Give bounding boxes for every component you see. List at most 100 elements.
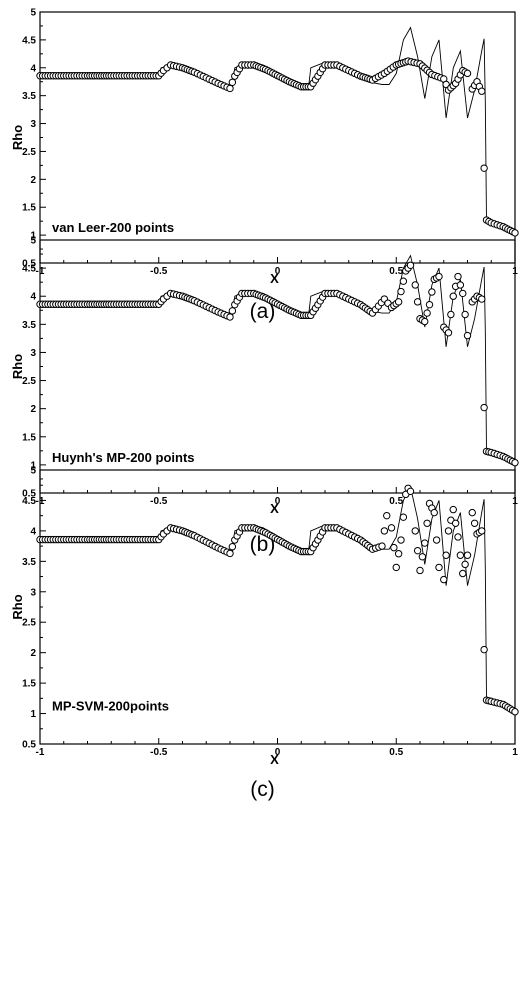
chart-caption-c: (c) [250, 778, 275, 801]
data-point-marker [478, 295, 486, 303]
data-point-marker [447, 310, 455, 319]
data-point-marker [442, 551, 450, 559]
y-tick-label: 1.5 [22, 432, 36, 443]
chart-panel-b: 0.5 1 1.5 2 2.5 3 3.5 4 4.5 5 -1 -0.5 0 0.5 1 X Rho Huynh… [0, 228, 525, 562]
x-tick-label: 0.5 [389, 747, 403, 758]
data-point-marker [511, 229, 519, 237]
y-tick-label: 3.5 [22, 557, 36, 568]
x-tick-label: 0.5 [389, 266, 403, 277]
y-tick-label: 1 [30, 460, 36, 471]
y-tick-label: 2 [30, 648, 36, 659]
data-point-marker [397, 287, 405, 296]
x-axis-label: X [270, 752, 279, 767]
data-point-marker [397, 536, 405, 544]
y-tick-label: 3 [30, 119, 36, 130]
data-point-marker [421, 317, 429, 326]
x-tick-label: -0.5 [150, 747, 168, 758]
y-tick-label: 3.5 [22, 91, 36, 102]
data-point-marker [394, 550, 403, 558]
data-point-marker [226, 313, 234, 321]
y-tick-label: 3 [30, 348, 36, 359]
data-point-marker [378, 542, 386, 550]
data-point-marker [423, 309, 431, 317]
data-point-marker [390, 543, 398, 552]
y-tick-label: 4 [30, 63, 36, 74]
data-point-marker [451, 519, 460, 527]
data-point-marker [461, 560, 469, 569]
y-tick-label: 3 [30, 587, 36, 598]
data-point-marker [478, 87, 486, 95]
data-point-marker [413, 546, 422, 555]
y-axis-label: Rho [10, 594, 25, 619]
x-tick-label: -1 [36, 747, 45, 758]
y-tick-label: 2.5 [22, 147, 36, 158]
exact-solution-line [40, 254, 516, 465]
data-point-marker [435, 563, 443, 572]
y-tick-label: 5 [30, 236, 36, 247]
x-tick-label: 1 [512, 747, 518, 758]
y-tick-label: 5 [30, 8, 36, 19]
data-point-marker [418, 553, 427, 561]
y-tick-label: 2 [30, 175, 36, 186]
data-point-marker [480, 645, 488, 654]
data-point-marker [454, 533, 462, 541]
data-point-marker [459, 569, 467, 578]
data-point-marker [387, 524, 396, 532]
y-tick-label: 4.5 [22, 496, 36, 507]
data-point-marker [511, 458, 519, 467]
data-point-marker [463, 331, 472, 340]
data-point-marker [411, 527, 419, 535]
y-tick-label: 4 [30, 526, 36, 537]
exact-solution-line [40, 485, 516, 713]
data-point-marker [449, 505, 457, 514]
y-tick-label: 0.5 [22, 489, 36, 500]
y-tick-label: 2 [30, 404, 36, 415]
data-point-marker [226, 549, 234, 558]
data-point-marker [461, 310, 469, 319]
y-tick-label: 0.5 [22, 740, 36, 751]
x-tick-label: -0.5 [150, 266, 168, 277]
data-point-marker [228, 307, 237, 315]
x-tick-label: 0.5 [389, 496, 403, 507]
data-point-marker [454, 272, 462, 281]
data-point-marker [459, 289, 467, 298]
x-tick-label: 0 [275, 496, 281, 507]
data-point-marker [432, 536, 441, 544]
data-point-marker [380, 527, 389, 535]
data-point-marker [444, 329, 453, 337]
y-tick-label: 2.5 [22, 618, 36, 629]
y-axis-label: Rho [10, 354, 25, 379]
data-point-marker [449, 292, 457, 300]
y-tick-label: 1.5 [22, 679, 36, 690]
data-point-marker [480, 164, 488, 172]
chart-panel-c: 0.5 1 1.5 2 2.5 3 3.5 4 4.5 5 -1 -0.5 0 0.5 1 X Rho MP-SV… [0, 458, 525, 1003]
y-tick-label: 3.5 [22, 320, 36, 331]
data-point-marker [416, 566, 424, 575]
data-point-marker [480, 403, 488, 412]
y-tick-label: 5 [30, 466, 36, 477]
y-tick-label: 1 [30, 231, 36, 242]
data-point-marker [228, 78, 237, 86]
y-tick-label: 2.5 [22, 376, 36, 387]
data-point-marker [399, 277, 408, 285]
data-point-marker [470, 519, 479, 527]
data-point-marker [430, 508, 438, 517]
scheme-annotation: Huynh's MP-200 points [52, 450, 195, 465]
data-point-marker [413, 298, 422, 306]
y-axis-label: Rho [10, 125, 25, 150]
data-point-marker [406, 261, 415, 269]
data-point-marker [444, 527, 453, 535]
y-tick-label: 4 [30, 292, 36, 303]
data-point-marker [392, 563, 400, 572]
data-point-marker [406, 487, 415, 496]
data-point-marker [463, 69, 472, 78]
data-point-marker [428, 288, 436, 296]
x-tick-label: 0 [275, 266, 281, 277]
data-point-marker [421, 539, 429, 547]
y-tick-label: 4.5 [22, 264, 36, 275]
x-axis-label: X [270, 271, 279, 286]
data-point-marker [399, 513, 408, 521]
data-point-marker [411, 281, 419, 289]
data-point-marker [435, 272, 443, 281]
y-tick-label: 1 [30, 709, 36, 720]
